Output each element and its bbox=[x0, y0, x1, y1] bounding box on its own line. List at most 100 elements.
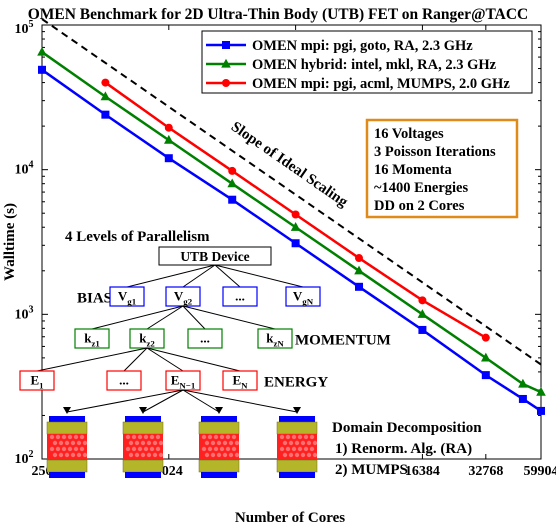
domain-atom bbox=[288, 440, 294, 446]
domain-atom bbox=[285, 446, 291, 452]
bias-node bbox=[222, 286, 258, 307]
root-node-label: UTB Device bbox=[180, 249, 249, 264]
momentum-connector bbox=[182, 305, 206, 330]
domain-atom bbox=[134, 440, 140, 446]
domain-atom bbox=[312, 452, 318, 458]
legend-marker bbox=[222, 41, 230, 49]
series-group bbox=[37, 46, 546, 415]
domain-atom bbox=[146, 440, 152, 446]
domain-gate-top bbox=[276, 421, 318, 435]
data-point bbox=[355, 282, 364, 291]
legend: OMEN mpi: pgi, goto, RA, 2.3 GHz OMEN hyb… bbox=[201, 30, 533, 94]
bias-node-label: Vg2 bbox=[174, 289, 193, 307]
domain-gate-top bbox=[122, 421, 164, 435]
domain-gate-bottom bbox=[122, 459, 164, 473]
domain-atom bbox=[306, 452, 312, 458]
domain-atom bbox=[216, 440, 222, 446]
domain-atom bbox=[155, 434, 161, 440]
domain-atom bbox=[55, 446, 61, 452]
domain-atom bbox=[234, 440, 240, 446]
momentum-connector bbox=[146, 305, 184, 330]
data-point bbox=[518, 378, 528, 388]
energy-connector bbox=[123, 347, 148, 372]
domain-atom bbox=[137, 446, 143, 452]
domain-contact-bottom bbox=[279, 472, 315, 478]
domain-gate-bottom bbox=[198, 459, 240, 473]
domain-block bbox=[46, 416, 88, 478]
domain-atom bbox=[282, 440, 288, 446]
domain-atom bbox=[222, 440, 228, 446]
domain-atom bbox=[285, 434, 291, 440]
domain-arrow-head bbox=[63, 407, 71, 414]
legend-label: OMEN hybrid: intel, mkl, RA, 2.3 GHz bbox=[252, 57, 497, 73]
domain-atom bbox=[300, 440, 306, 446]
energy-node-label: EN−1 bbox=[171, 373, 196, 391]
ideal-scaling-line bbox=[41, 18, 542, 366]
domain-atom bbox=[143, 434, 149, 440]
domain-atom bbox=[131, 434, 137, 440]
series-3 bbox=[101, 78, 490, 342]
bias-node bbox=[285, 286, 321, 307]
domain-atom bbox=[234, 452, 240, 458]
data-point bbox=[291, 239, 300, 248]
momentum-connector bbox=[91, 305, 184, 330]
domain-atom bbox=[73, 446, 79, 452]
parallelism-diagram: 4 Levels of Parallelism UTB Device BIAS Vg1… bbox=[19, 229, 482, 478]
data-point bbox=[164, 123, 173, 132]
momentum-node-label: kz2 bbox=[139, 331, 155, 349]
domain-atom bbox=[67, 446, 73, 452]
domain-atom bbox=[49, 446, 55, 452]
domain-atom bbox=[207, 446, 213, 452]
domain-atom bbox=[297, 434, 303, 440]
legend-box bbox=[201, 30, 533, 94]
domain-arrow bbox=[66, 389, 184, 413]
domain-atom bbox=[294, 452, 300, 458]
domain-atom bbox=[294, 440, 300, 446]
domain-atom bbox=[228, 440, 234, 446]
bias-level-label: BIAS bbox=[77, 291, 112, 307]
domain-atom bbox=[216, 452, 222, 458]
bias-node-label: VgN bbox=[293, 289, 314, 307]
domain-atom bbox=[201, 434, 207, 440]
domain-atom bbox=[64, 440, 70, 446]
energy-connector bbox=[36, 347, 148, 372]
domain-atom bbox=[228, 452, 234, 458]
domain-atom bbox=[61, 446, 67, 452]
momentum-node bbox=[257, 328, 293, 349]
energy-node-label: E1 bbox=[30, 373, 43, 391]
info-box: 16 Voltages 3 Poisson Iterations 16 Moment… bbox=[365, 118, 519, 219]
data-point bbox=[228, 166, 237, 175]
domain-arrow-head bbox=[139, 407, 147, 414]
domain-gate-bottom bbox=[46, 459, 88, 473]
legend-marker bbox=[222, 79, 230, 87]
domain-atom bbox=[131, 446, 137, 452]
data-point bbox=[518, 394, 527, 403]
data-point bbox=[536, 386, 546, 396]
x-axis-label: Number of Cores bbox=[235, 510, 345, 526]
domain-atom bbox=[158, 452, 164, 458]
data-point bbox=[101, 78, 110, 87]
bias-connector bbox=[214, 264, 304, 288]
energy-connector bbox=[146, 347, 241, 372]
data-point bbox=[164, 134, 174, 144]
domain-atom bbox=[204, 440, 210, 446]
domain-atom bbox=[231, 446, 237, 452]
domain-contact-top bbox=[201, 416, 237, 422]
domain-atom bbox=[128, 440, 134, 446]
domain-atom bbox=[82, 440, 88, 446]
domain-atom bbox=[125, 434, 131, 440]
domain-contact-bottom bbox=[125, 472, 161, 478]
legend-label: OMEN mpi: pgi, acml, MUMPS, 2.0 GHz bbox=[252, 76, 510, 92]
domain-atom bbox=[64, 452, 70, 458]
data-point bbox=[37, 46, 47, 56]
bias-connector bbox=[126, 264, 216, 288]
bias-node-label: Vg1 bbox=[118, 289, 136, 307]
domain-atom bbox=[155, 446, 161, 452]
domain-gate-top bbox=[198, 421, 240, 435]
domain-atom bbox=[58, 452, 64, 458]
domain-atom bbox=[61, 434, 67, 440]
domain-atom bbox=[201, 446, 207, 452]
domain-atom bbox=[291, 446, 297, 452]
data-point bbox=[537, 406, 545, 415]
bias-node-label: ... bbox=[235, 289, 245, 304]
